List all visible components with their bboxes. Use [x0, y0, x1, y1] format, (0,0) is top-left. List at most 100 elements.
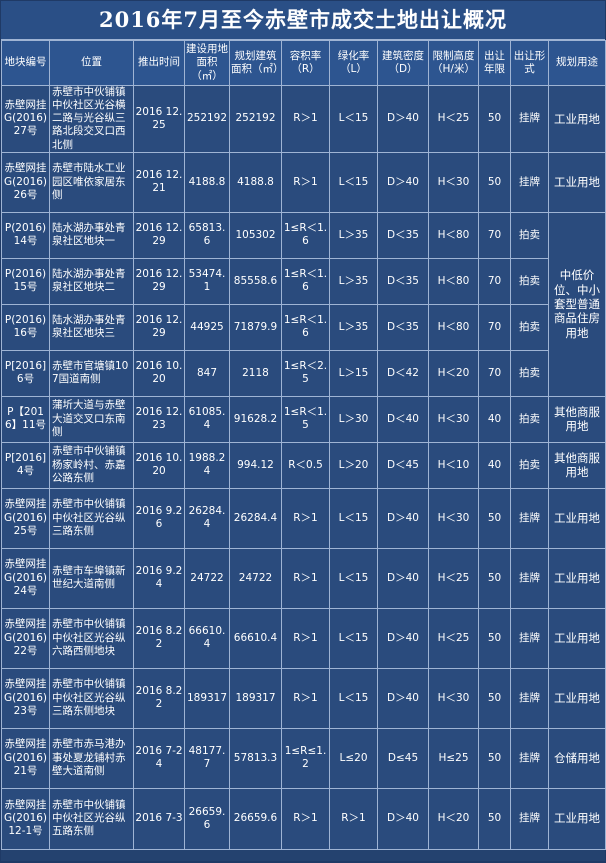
cell-land-area: 24722: [184, 547, 230, 609]
cell-far: 1≤R＜1.6: [281, 257, 330, 305]
cell-use: 其他商服用地: [548, 395, 606, 443]
cell-build-area: 57813.3: [229, 727, 282, 789]
cell-code: P(2016)14号: [1, 211, 50, 259]
cell-build-area: 26284.4: [229, 487, 282, 549]
cell-build-area: 24722: [229, 547, 282, 609]
cell-land-area: 61085.4: [184, 395, 230, 443]
cell-location: 赤壁市中伙铺镇中伙社区光谷纵三路东侧地块: [49, 667, 134, 729]
cell-density: D＞40: [377, 607, 429, 669]
cell-far: R＞1: [281, 547, 330, 609]
cell-density: D＜42: [377, 349, 429, 397]
cell-build-area: 994.12: [229, 441, 282, 489]
cell-code: 赤壁网挂G(2016)22号: [1, 607, 50, 669]
cell-code: 赤壁网挂G(2016)25号: [1, 487, 50, 549]
cell-land-area: 26659.6: [184, 787, 230, 850]
cell-form: 拍卖: [510, 303, 549, 351]
cell-years: 50: [478, 85, 511, 153]
cell-density: D＞40: [377, 151, 429, 213]
cell-date: 2016 12.23: [133, 395, 185, 443]
table-row: 赤壁网挂G(2016)25号 赤壁市中伙铺镇中伙社区光谷纵三路东侧 2016 9…: [1, 487, 606, 549]
cell-location: 陆水湖办事处青泉社区地块一: [49, 211, 134, 259]
cell-years: 50: [478, 151, 511, 213]
cell-far: 1≤R＜1.6: [281, 211, 330, 259]
cell-date: 2016 7-3: [133, 787, 185, 850]
cell-form: 挂牌: [510, 85, 549, 153]
cell-height: H＜30: [428, 487, 479, 549]
cell-density: D＜45: [377, 441, 429, 489]
cell-height: H＜80: [428, 257, 479, 305]
cell-build-area: 189317: [229, 667, 282, 729]
cell-far: R＜0.5: [281, 441, 330, 489]
cell-form: 挂牌: [510, 151, 549, 213]
cell-years: 50: [478, 607, 511, 669]
cell-date: 2016 12.29: [133, 257, 185, 305]
cell-date: 2016 12.29: [133, 211, 185, 259]
cell-height: H＜20: [428, 787, 479, 850]
cell-form: 挂牌: [510, 547, 549, 609]
cell-date: 2016 9.26: [133, 487, 185, 549]
cell-location: 赤壁市中伙铺镇中伙社区光谷横二路与光谷纵三路北段交叉口西北侧: [49, 85, 134, 153]
cell-years: 70: [478, 303, 511, 351]
cell-use: 工业用地: [548, 85, 606, 153]
cell-location: 赤壁市中伙铺镇中伙社区光谷纵五路东侧: [49, 787, 134, 850]
cell-density: D＜35: [377, 211, 429, 259]
cell-use: 工业用地: [548, 667, 606, 729]
cell-height: H＜20: [428, 349, 479, 397]
table-row: P(2016)16号 陆水湖办事处青泉社区地块三 2016 12.29 4492…: [1, 303, 606, 351]
cell-code: 赤壁网挂G(2016)12-1号: [1, 787, 50, 850]
cell-green: L＜15: [329, 487, 378, 549]
header-far: 容积率（R）: [281, 40, 330, 86]
cell-far: R＞1: [281, 667, 330, 729]
cell-density: D＞40: [377, 85, 429, 153]
cell-height: H＜30: [428, 395, 479, 443]
cell-density: D＜35: [377, 257, 429, 305]
cell-far: R＞1: [281, 487, 330, 549]
cell-land-area: 26284.4: [184, 487, 230, 549]
cell-date: 2016 12.25: [133, 85, 185, 153]
cell-code: P(2016)16号: [1, 303, 50, 351]
table-row: P【2016】11号 蒲圻大道与赤壁大道交叉口东南侧 2016 12.23 61…: [1, 395, 606, 443]
cell-form: 拍卖: [510, 441, 549, 489]
cell-land-area: 65813.6: [184, 211, 230, 259]
cell-far: 1≤R≤1.2: [281, 727, 330, 789]
cell-form: 挂牌: [510, 607, 549, 669]
cell-green: L＞15: [329, 349, 378, 397]
cell-use: 仓储用地: [548, 727, 606, 789]
cell-use: 工业用地: [548, 607, 606, 669]
header-code: 地块编号: [1, 40, 50, 86]
cell-date: 2016 9.24: [133, 547, 185, 609]
cell-green: L＞35: [329, 303, 378, 351]
cell-density: D＜35: [377, 303, 429, 351]
cell-use: 工业用地: [548, 487, 606, 549]
cell-date: 2016 8.22: [133, 667, 185, 729]
cell-years: 50: [478, 547, 511, 609]
cell-location: 陆水湖办事处青泉社区地块三: [49, 303, 134, 351]
cell-green: L＜15: [329, 547, 378, 609]
cell-location: 赤壁市中伙铺镇中伙社区光谷纵三路东侧: [49, 487, 134, 549]
cell-location: 陆水湖办事处青泉社区地块二: [49, 257, 134, 305]
cell-land-area: 252192: [184, 85, 230, 153]
table-row: P[2016]4号 赤壁市中伙铺镇杨家岭村、赤嘉公路东侧 2016 10.20 …: [1, 441, 606, 489]
cell-density: D＜40: [377, 395, 429, 443]
header-location: 位置: [49, 40, 134, 86]
table-row: 赤壁网挂G(2016)21号 赤壁市赤马港办事处夏龙铺村赤壁大道南侧 2016 …: [1, 727, 606, 789]
cell-build-area: 66610.4: [229, 607, 282, 669]
header-years: 出让年限: [478, 40, 511, 86]
cell-height: H＜25: [428, 547, 479, 609]
cell-green: L＞35: [329, 211, 378, 259]
land-table: 地块编号 位置 推出时间 建设用地面积（㎡） 规划建筑面积（㎡） 容积率（R） …: [1, 40, 606, 850]
cell-build-area: 105302: [229, 211, 282, 259]
cell-land-area: 44925: [184, 303, 230, 351]
table-row: P[2016]6号 赤壁市官塘镇107国道南侧 2016 10.20 847 2…: [1, 349, 606, 397]
cell-years: 50: [478, 487, 511, 549]
cell-land-area: 53474.1: [184, 257, 230, 305]
cell-location: 蒲圻大道与赤壁大道交叉口东南侧: [49, 395, 134, 443]
cell-land-area: 189317: [184, 667, 230, 729]
cell-use: 工业用地: [548, 787, 606, 850]
cell-years: 70: [478, 257, 511, 305]
cell-height: H＜30: [428, 667, 479, 729]
cell-far: R＞1: [281, 787, 330, 850]
cell-build-area: 85558.6: [229, 257, 282, 305]
cell-height: H＜80: [428, 211, 479, 259]
cell-far: 1≤R＜1.6: [281, 303, 330, 351]
